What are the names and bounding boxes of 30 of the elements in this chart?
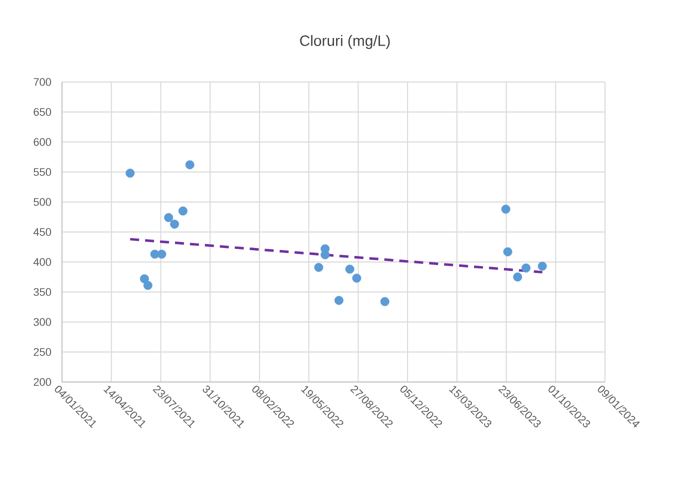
chart-title: Cloruri (mg/L) — [300, 35, 390, 49]
point — [157, 250, 166, 259]
point — [143, 280, 152, 290]
y-tick-label: 500 — [34, 198, 52, 206]
y-tick-label: 250 — [34, 348, 52, 356]
point — [126, 168, 135, 178]
point — [503, 247, 512, 256]
point — [170, 220, 180, 229]
point — [380, 297, 390, 306]
point — [140, 274, 149, 284]
point — [178, 206, 188, 216]
point — [185, 160, 194, 170]
point — [334, 296, 344, 305]
point — [164, 213, 174, 222]
y-tick-label: 700 — [34, 78, 52, 86]
y-tick-label: 350 — [34, 288, 52, 296]
y-tick-label: 650 — [34, 108, 52, 116]
point — [352, 274, 362, 283]
point — [501, 204, 510, 214]
y-tick-label: 550 — [34, 168, 52, 176]
point — [538, 262, 547, 271]
point — [345, 264, 354, 274]
point — [522, 263, 531, 272]
y-tick-label: 450 — [33, 228, 52, 236]
point — [314, 262, 324, 272]
y-tick-label: 200 — [34, 378, 52, 386]
point — [513, 272, 522, 282]
y-tick-label: 400 — [33, 258, 52, 266]
y-tick-label: 300 — [34, 318, 52, 326]
y-tick-label: 600 — [34, 138, 52, 146]
